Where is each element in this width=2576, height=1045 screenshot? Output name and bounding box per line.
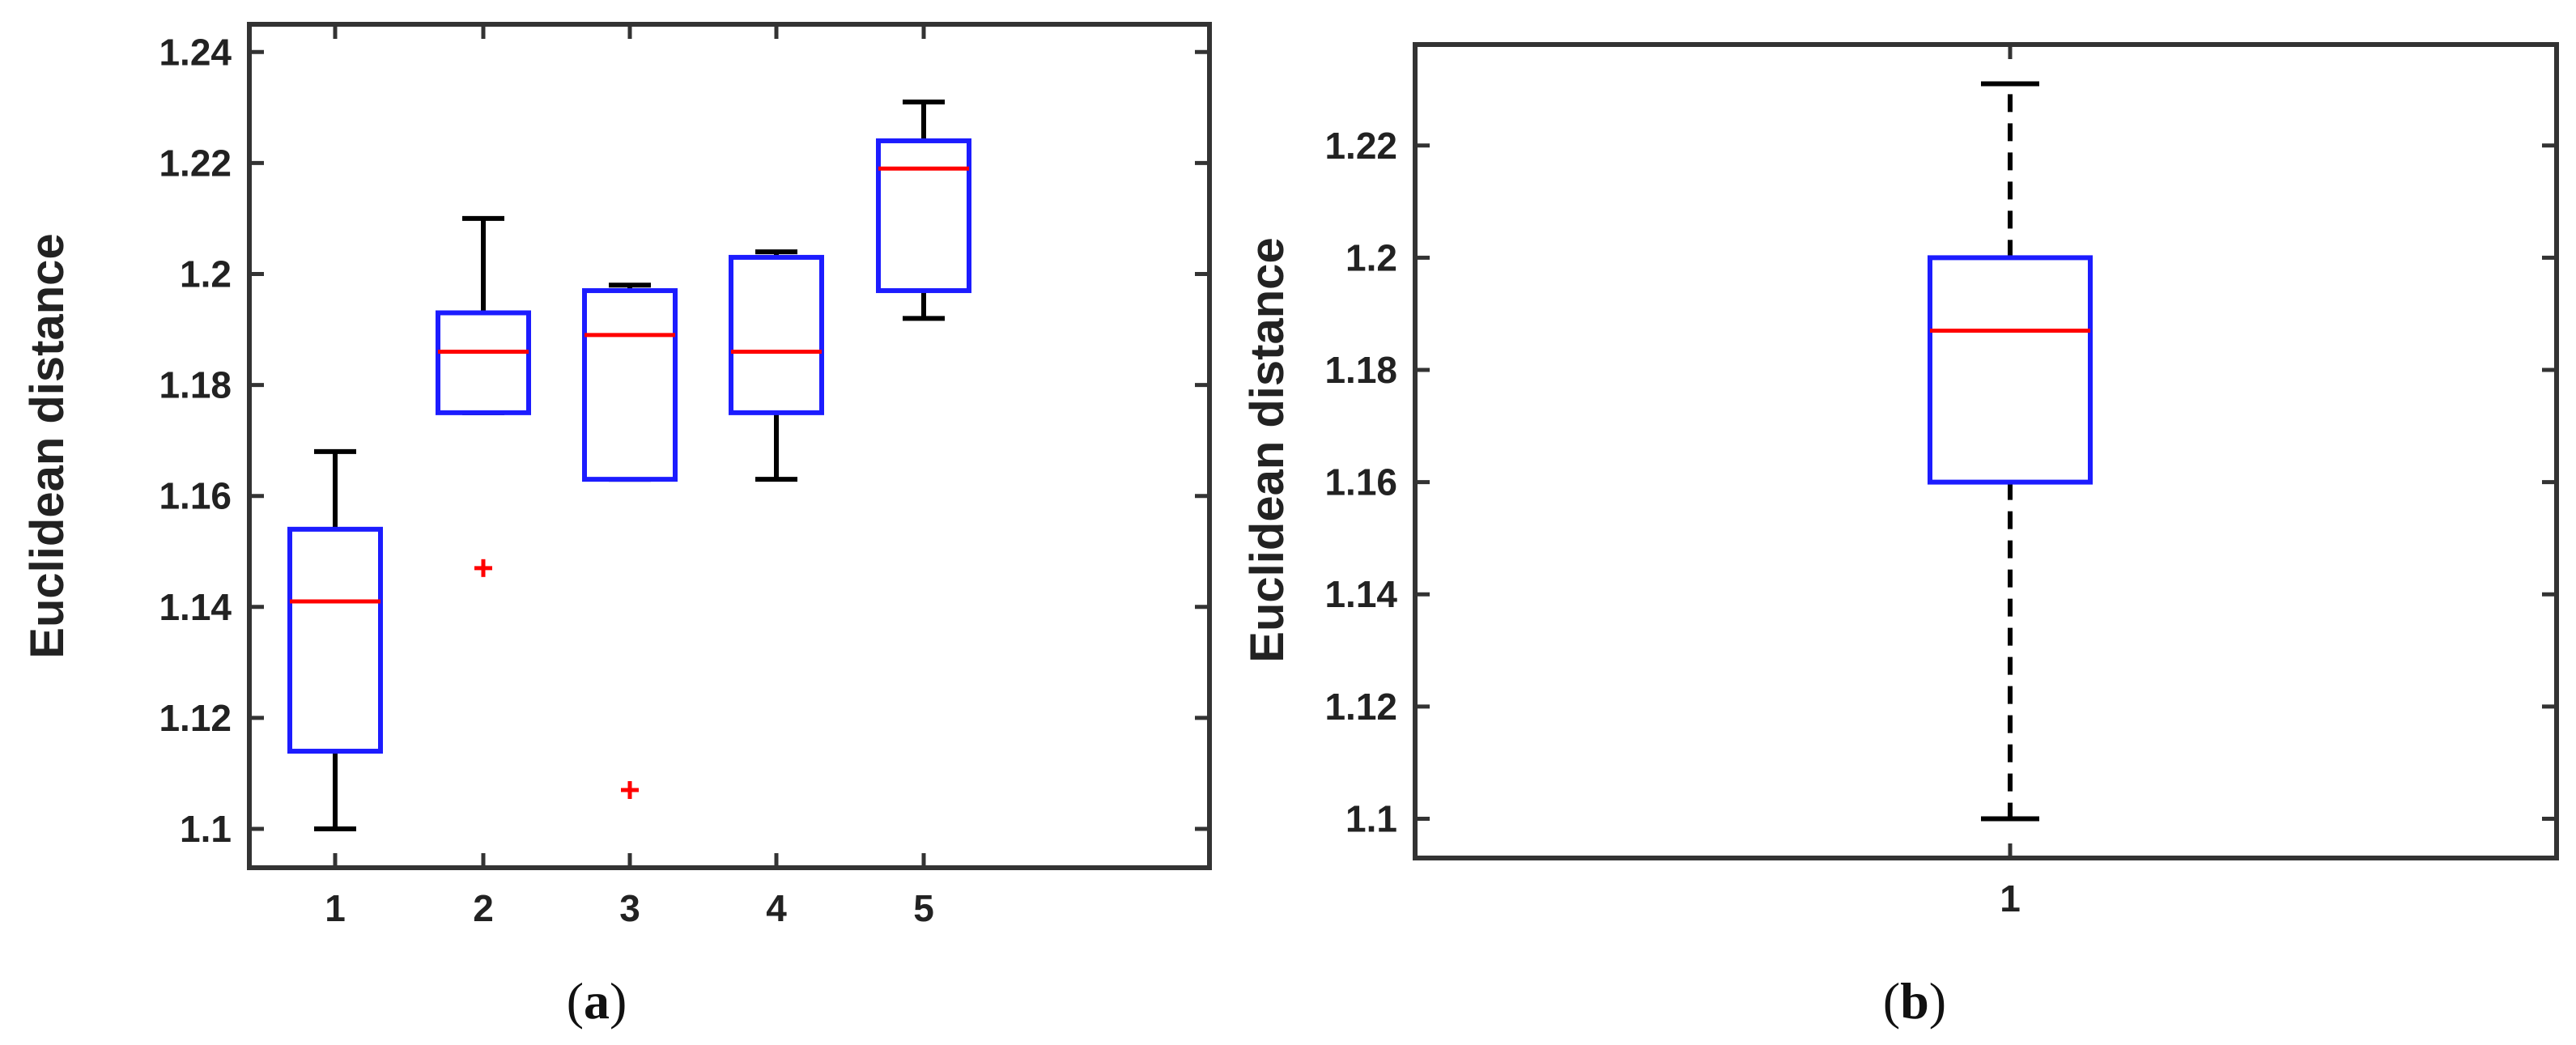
panel-a-box-1: [287, 448, 383, 832]
panel-a-xtick-label: 4: [766, 887, 787, 929]
panel-a-ytick-label: 1.14: [159, 586, 232, 628]
panel-a-box-2: [436, 215, 531, 577]
box-iqr: [287, 526, 383, 754]
panel-a-ytick-label: 1.1: [180, 808, 232, 850]
panel-b-xtick-label: 1: [2000, 877, 2021, 920]
panel-b-ytick-label: 1.2: [1345, 236, 1397, 278]
outlier-marker: [621, 781, 639, 800]
panel-b-box-1: [1928, 81, 2093, 822]
box-iqr: [729, 254, 824, 415]
panel-a: 1.1 1.12 1.14 1.16 1.18 1.2 1.22 1.24 1 2 3 4 5 Eucl…: [21, 22, 1212, 1030]
panel-b-caption: (b): [1883, 972, 1946, 1030]
panel-b-caption-letter: b: [1900, 972, 1929, 1030]
panel-a-ytick-label: 1.22: [159, 142, 232, 184]
panel-b-ytick-label: 1.22: [1324, 125, 1397, 167]
panel-a-box-3: [582, 282, 678, 800]
panel-a-xtick-label: 5: [913, 887, 934, 929]
panel-b-ytick-label: 1.16: [1324, 461, 1397, 503]
panel-a-xtick-label: 1: [325, 887, 346, 929]
panel-a-box-5: [876, 99, 971, 321]
panel-b-boxes: [1928, 81, 2093, 822]
box-iqr: [1928, 255, 2093, 485]
panel-b-ytick-label: 1.14: [1324, 573, 1397, 615]
panel-a-ytick-label: 1.18: [159, 364, 232, 406]
panel-a-caption: (a): [567, 972, 627, 1030]
box-iqr: [876, 138, 971, 294]
panel-a-plot-frame: [247, 22, 1212, 870]
panel-a-caption-open: (: [567, 972, 584, 1030]
outlier-marker: [474, 559, 492, 577]
panel-b-plot-frame: [1413, 42, 2559, 860]
panel-a-xtick-label: 3: [619, 887, 640, 929]
panel-b-axes: 1.1 1.12 1.14 1.16 1.18 1.2 1.22 1: [1324, 45, 2557, 920]
panel-b-caption-close: ): [1929, 972, 1946, 1030]
panel-a-axes: 1.1 1.12 1.14 1.16 1.18 1.2 1.22 1.24 1 2 3 4 5: [159, 24, 1209, 929]
panel-b-y-axis-label: Euclidean distance: [1241, 237, 1294, 662]
panel-a-box-4: [729, 249, 824, 482]
panel-a-ytick-label: 1.24: [159, 31, 232, 73]
panel-a-boxes: [287, 99, 971, 832]
panel-a-ytick-label: 1.2: [180, 253, 232, 295]
panel-a-ytick-label: 1.12: [159, 697, 232, 739]
panel-a-ytick-label: 1.16: [159, 475, 232, 517]
panel-a-caption-close: ): [610, 972, 627, 1030]
panel-a-caption-letter: a: [584, 972, 610, 1030]
panel-a-y-axis-label: Euclidean distance: [21, 233, 74, 658]
panel-b: 1.1 1.12 1.14 1.16 1.18 1.2 1.22 1 Euclidean di…: [1241, 42, 2559, 1030]
box-iqr: [582, 288, 678, 482]
panel-a-xtick-label: 2: [473, 887, 494, 929]
panel-b-ytick-label: 1.18: [1324, 349, 1397, 391]
panel-b-ytick-label: 1.1: [1345, 797, 1397, 839]
box-iqr: [436, 310, 531, 415]
panel-b-ytick-label: 1.12: [1324, 686, 1397, 728]
panel-b-caption-open: (: [1883, 972, 1900, 1030]
